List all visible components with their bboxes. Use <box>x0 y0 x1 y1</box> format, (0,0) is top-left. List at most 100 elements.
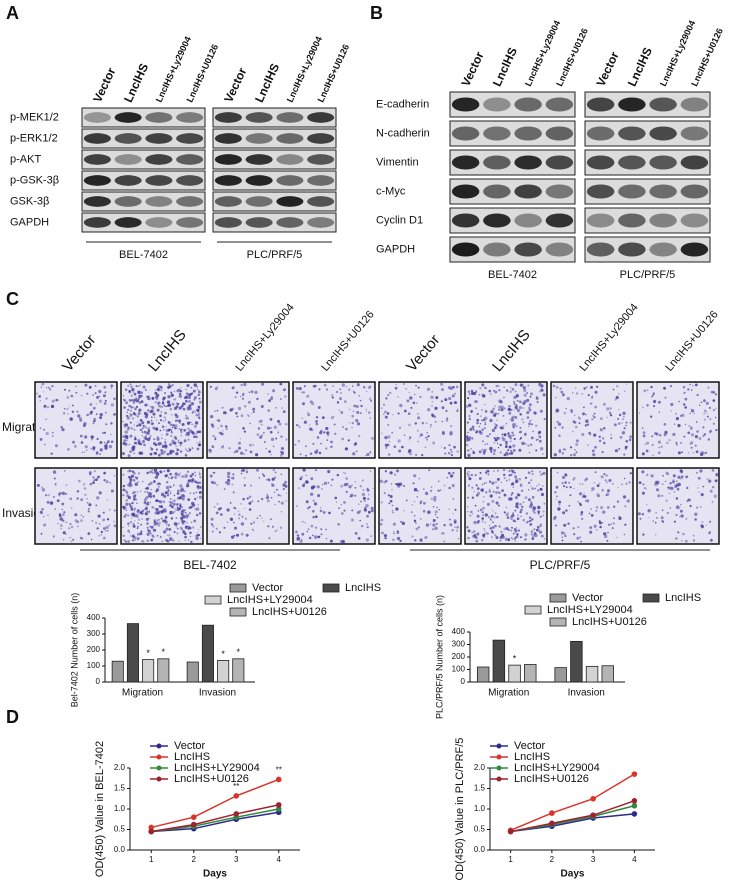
cell <box>72 538 75 541</box>
cell <box>494 426 497 430</box>
cell <box>179 504 182 508</box>
cell <box>133 536 136 540</box>
cell <box>386 412 390 415</box>
cell <box>305 454 307 457</box>
cell <box>239 438 241 440</box>
cell <box>675 417 680 421</box>
cell <box>71 410 75 413</box>
legend-label: LncIHS+U0126 <box>514 773 589 785</box>
cell <box>418 477 421 480</box>
cell <box>575 439 579 443</box>
cell <box>197 393 200 397</box>
cell <box>617 486 619 489</box>
cell <box>656 517 658 519</box>
cell <box>156 534 159 537</box>
cell <box>184 511 187 514</box>
cell <box>176 402 178 405</box>
cell <box>715 407 717 410</box>
cell <box>137 438 141 442</box>
cell <box>158 521 161 525</box>
cell <box>605 494 608 497</box>
cell <box>483 448 487 452</box>
cell <box>322 511 326 514</box>
cell <box>194 499 196 501</box>
cell <box>132 524 136 528</box>
legend-label: LncIHS+U0126 <box>174 773 249 785</box>
cell <box>229 408 233 412</box>
cell <box>601 488 604 492</box>
cell <box>181 509 185 513</box>
blot-strip <box>584 207 711 234</box>
cell <box>195 536 199 541</box>
cell <box>184 438 186 440</box>
cell <box>502 468 506 472</box>
cell <box>76 520 80 524</box>
cell <box>408 412 411 415</box>
cell <box>134 413 137 416</box>
cell <box>197 487 200 490</box>
cell <box>247 414 249 416</box>
cell <box>495 424 498 427</box>
cell <box>532 430 535 433</box>
blot-band <box>114 175 142 186</box>
cell <box>96 527 99 530</box>
cell <box>502 433 504 435</box>
cell <box>156 519 159 522</box>
cell <box>56 499 60 503</box>
y-tick-label: 400 <box>87 613 101 622</box>
cell <box>136 421 139 423</box>
cell <box>160 506 163 508</box>
cell <box>194 508 197 511</box>
cell <box>304 522 306 524</box>
cell <box>677 451 681 455</box>
cell <box>212 525 215 528</box>
cell <box>106 442 109 445</box>
cell <box>618 447 621 450</box>
cell <box>496 419 498 421</box>
legend-marker <box>156 776 162 782</box>
cell <box>514 496 519 500</box>
cell <box>132 401 136 404</box>
cell <box>280 511 283 513</box>
cell <box>149 452 153 456</box>
cell <box>196 408 200 412</box>
cell <box>429 425 432 428</box>
cell <box>475 390 477 393</box>
cell <box>317 535 321 539</box>
cell <box>348 388 351 391</box>
cell <box>623 533 625 536</box>
cell <box>607 489 610 493</box>
cell <box>576 536 580 540</box>
cell <box>63 408 66 410</box>
cell <box>195 507 200 511</box>
cell <box>477 510 480 512</box>
cell <box>171 426 174 429</box>
cell <box>250 501 252 503</box>
cell <box>128 389 131 393</box>
cell <box>409 452 412 456</box>
cell <box>163 429 165 431</box>
cell <box>443 484 446 487</box>
cell <box>330 416 334 420</box>
blot-band <box>586 97 615 112</box>
cell <box>317 494 321 498</box>
cell <box>171 384 174 387</box>
cell <box>358 435 361 438</box>
cell <box>150 419 153 422</box>
cell <box>339 388 342 391</box>
cell <box>66 396 70 399</box>
cell <box>644 487 647 490</box>
cell <box>170 393 174 397</box>
cell <box>448 508 450 510</box>
cell <box>160 451 164 455</box>
cell <box>522 501 525 504</box>
cell <box>511 492 514 495</box>
cell <box>539 447 544 451</box>
cell <box>320 507 322 509</box>
cell <box>166 404 170 407</box>
cell <box>392 538 395 542</box>
cell <box>79 536 83 540</box>
cell <box>75 385 77 388</box>
cell <box>604 479 607 482</box>
cell <box>358 395 360 397</box>
